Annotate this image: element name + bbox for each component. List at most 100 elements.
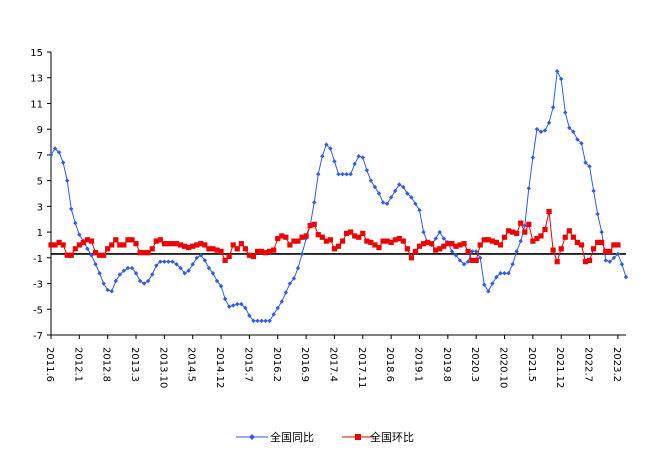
data-point (149, 246, 155, 252)
data-point (279, 233, 285, 239)
data-point (583, 160, 588, 165)
data-point (493, 239, 500, 245)
data-point (299, 251, 305, 257)
data-point (109, 242, 115, 248)
data-point (235, 301, 240, 307)
x-tick-label: 2022.7 (583, 347, 594, 382)
x-tick-label: 2016.9 (299, 347, 310, 382)
x-tick-label: 2021.12 (554, 347, 565, 388)
data-point (619, 262, 625, 267)
data-point (295, 265, 301, 271)
data-point (591, 188, 596, 194)
data-point (490, 281, 495, 286)
data-point (258, 248, 265, 254)
data-point (198, 253, 204, 258)
data-point (352, 233, 358, 239)
data-point (409, 195, 414, 200)
x-tick-label: 2016.2 (271, 347, 282, 382)
data-point (169, 241, 176, 247)
data-point (283, 234, 289, 240)
data-point (542, 128, 548, 133)
data-point (121, 268, 127, 273)
data-point (287, 281, 293, 286)
data-point (267, 248, 273, 254)
data-point (56, 150, 62, 155)
data-point (485, 237, 491, 243)
data-point (396, 235, 402, 242)
y-axis: 15 13 11 9 7 5 3 1 -1 -3 -5 -7 (30, 48, 52, 342)
data-point (271, 247, 277, 253)
data-point (494, 274, 499, 280)
data-point (137, 250, 143, 256)
data-point (595, 211, 600, 217)
data-point (433, 247, 439, 253)
data-point (186, 268, 191, 273)
data-point (101, 281, 106, 286)
data-point (283, 290, 289, 295)
data-point (84, 237, 91, 243)
data-point (571, 129, 576, 134)
data-point (482, 282, 487, 288)
data-point (465, 248, 471, 254)
data-point (563, 110, 568, 115)
data-point (214, 247, 220, 253)
x-tick-label: 2020.10 (498, 347, 509, 388)
data-point (478, 255, 483, 261)
data-point (518, 238, 523, 244)
data-point (72, 246, 78, 252)
data-point (623, 274, 629, 280)
data-point (477, 242, 483, 248)
data-point (554, 69, 560, 74)
data-point (538, 233, 544, 239)
data-point (376, 191, 382, 196)
data-point (319, 234, 325, 240)
data-point (554, 259, 560, 265)
data-point (154, 263, 159, 268)
data-point (497, 242, 504, 248)
data-point (133, 271, 139, 276)
data-point (238, 241, 244, 247)
data-point (339, 238, 346, 244)
data-point (360, 230, 366, 236)
data-point (506, 271, 511, 276)
data-point (340, 172, 345, 177)
data-point (356, 234, 362, 240)
data-point (615, 242, 621, 248)
data-point (190, 243, 196, 249)
data-point (559, 76, 564, 82)
series-yoy (48, 69, 629, 324)
data-point (275, 305, 280, 311)
data-point (408, 255, 414, 261)
data-point (453, 253, 459, 258)
data-point (291, 276, 297, 281)
data-point (558, 246, 564, 252)
data-point (574, 239, 581, 245)
data-point (259, 318, 264, 324)
data-point (562, 234, 568, 240)
data-point (105, 246, 111, 252)
data-point (254, 248, 261, 254)
y-tick-label: 5 (37, 177, 43, 188)
data-point (546, 208, 552, 215)
data-point (331, 246, 338, 252)
data-point (579, 141, 584, 146)
series-mom (48, 208, 621, 265)
data-point (327, 237, 334, 243)
data-point (567, 125, 572, 131)
legend-item-mom: 全国环比 (342, 430, 414, 444)
data-point (230, 242, 236, 248)
data-point (615, 251, 621, 257)
data-point (336, 172, 341, 177)
x-tick-label: 2015.7 (242, 347, 253, 382)
data-point (404, 246, 410, 252)
data-point (177, 242, 184, 248)
data-point (522, 229, 528, 235)
data-point (550, 247, 556, 253)
data-point (202, 242, 208, 248)
data-point (113, 237, 119, 243)
data-point (420, 241, 427, 247)
data-point (121, 242, 127, 248)
x-tick-label: 2018.6 (384, 347, 395, 382)
data-point (437, 246, 443, 252)
data-point (380, 238, 386, 244)
